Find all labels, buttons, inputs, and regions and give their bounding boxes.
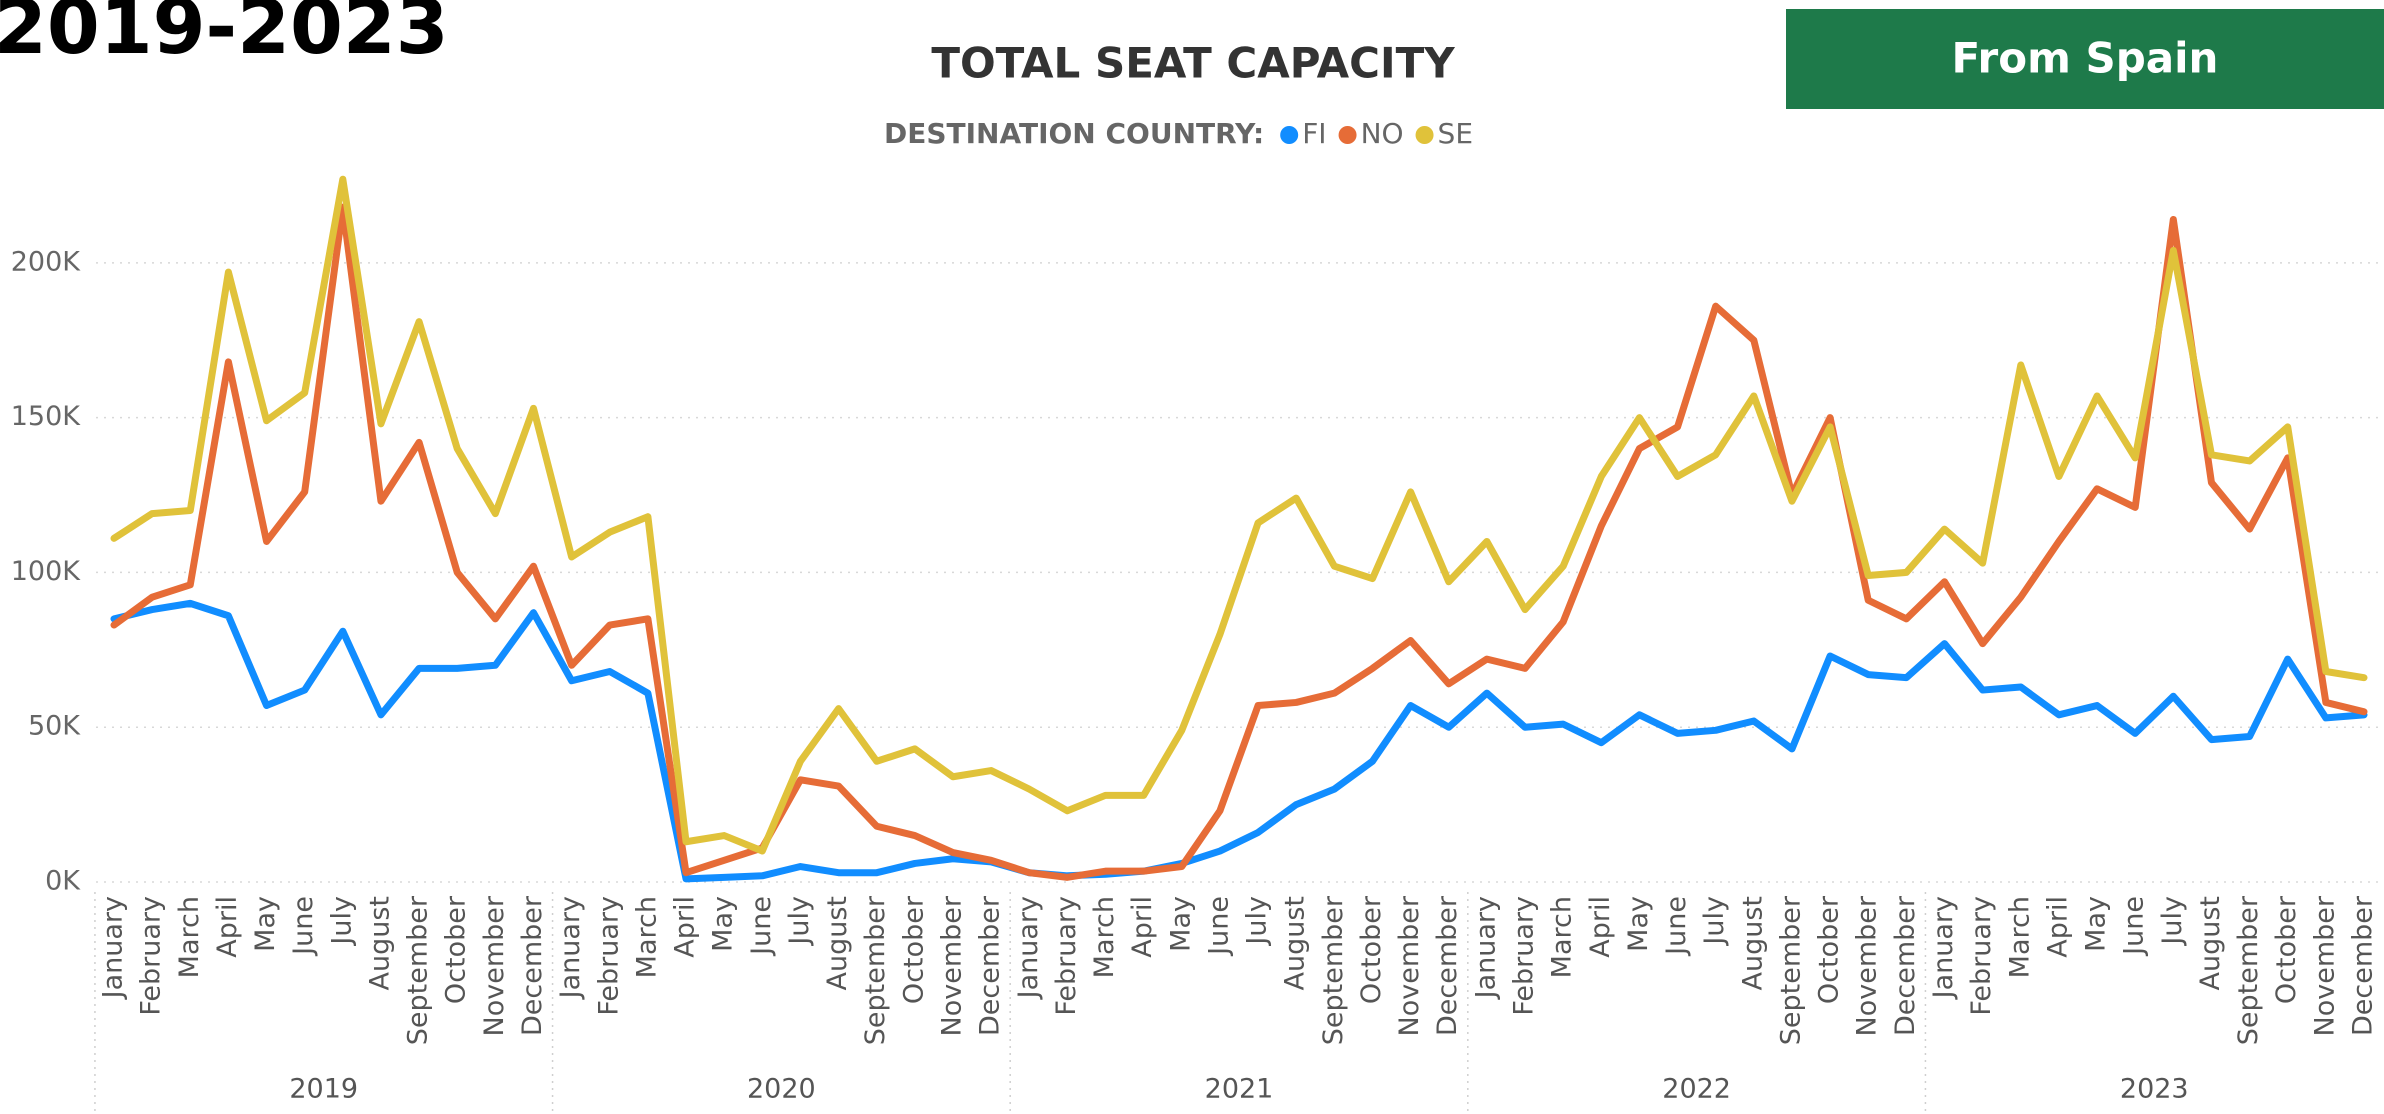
year-label: 2021 — [1205, 1074, 1274, 1105]
x-tick-label: May — [250, 896, 281, 952]
x-tick-label: April — [212, 896, 243, 958]
x-tick-label: November — [479, 895, 510, 1036]
x-tick-label: February — [136, 896, 167, 1016]
x-tick-label: July — [1699, 896, 1730, 947]
heading: 2019-2023 — [0, 0, 449, 71]
x-tick-label: April — [1585, 896, 1616, 958]
y-tick-label: 50K — [28, 711, 81, 742]
x-tick-label: June — [288, 896, 319, 957]
x-tick-label: February — [593, 896, 624, 1016]
x-tick-label: May — [708, 896, 739, 952]
x-tick-label: October — [2271, 895, 2302, 1004]
button-bg[interactable] — [1786, 9, 2384, 109]
x-tick-label: January — [555, 896, 586, 1000]
series-line — [110, 175, 2368, 855]
year-label: 2019 — [289, 1074, 358, 1105]
x-tick-label: October — [441, 895, 472, 1004]
y-tick-label: 100K — [11, 556, 82, 587]
x-tick-label: July — [2157, 896, 2188, 947]
y-tick-label: 150K — [11, 401, 82, 432]
legend-label: NO — [1361, 117, 1404, 150]
x-tick-label: July — [326, 896, 357, 947]
x-tick-label: January — [1470, 896, 1501, 1000]
x-tick-label: August — [1280, 896, 1311, 991]
x-tick-label: October — [1814, 895, 1845, 1004]
series-line — [110, 599, 2368, 883]
x-tick-label: November — [936, 895, 967, 1036]
y-tick-label: 200K — [11, 246, 82, 277]
legend-swatch — [1280, 126, 1299, 144]
chart-title: TOTAL SEAT CAPACITY — [931, 39, 1455, 88]
x-tick-label: June — [1203, 896, 1234, 957]
x-tick-label: September — [403, 895, 434, 1045]
y-tick-label: 0K — [45, 866, 81, 897]
x-tick-label: March — [631, 896, 662, 978]
x-tick-label: July — [1242, 896, 1273, 947]
x-tick-label: August — [2195, 896, 2226, 991]
x-tick-label: September — [860, 895, 891, 1045]
x-tick-label: May — [1623, 896, 1654, 952]
x-tick-label: May — [2081, 896, 2112, 952]
x-tick-label: March — [174, 896, 205, 978]
x-tick-label: March — [1547, 896, 1578, 978]
x-tick-label: August — [1737, 896, 1768, 991]
button[interactable]: From Spain — [1952, 34, 2219, 83]
x-tick-label: July — [784, 896, 815, 947]
x-tick-label: March — [2004, 896, 2035, 978]
legend-title: DESTINATION COUNTRY: — [884, 117, 1264, 150]
legend-swatch — [1415, 126, 1434, 144]
x-tick-label: September — [1318, 895, 1349, 1045]
x-tick-label: April — [1127, 896, 1158, 958]
x-tick-label: January — [1928, 896, 1959, 1000]
x-tick-label: December — [1890, 895, 1921, 1036]
x-tick-label: December — [2348, 895, 2379, 1036]
x-tick-label: May — [1165, 896, 1196, 952]
year-label: 2023 — [2120, 1074, 2189, 1105]
x-tick-label: January — [1013, 896, 1044, 1000]
legend-label: FI — [1302, 117, 1326, 150]
x-tick-label: February — [1966, 896, 1997, 1016]
x-tick-label: September — [1775, 895, 1806, 1045]
x-tick-label: April — [670, 896, 701, 958]
x-tick-label: February — [1509, 896, 1540, 1016]
x-tick-label: December — [517, 895, 548, 1036]
x-tick-label: March — [1089, 896, 1120, 978]
x-tick-label: June — [746, 896, 777, 957]
x-tick-label: November — [1852, 895, 1883, 1036]
x-tick-label: October — [1356, 895, 1387, 1004]
x-tick-label: October — [898, 895, 929, 1004]
x-tick-label: January — [98, 896, 129, 1000]
x-tick-label: August — [364, 896, 395, 991]
legend-label: SE — [1438, 117, 1473, 150]
x-tick-label: June — [2119, 896, 2150, 957]
x-tick-label: August — [822, 896, 853, 991]
x-tick-label: November — [2309, 895, 2340, 1036]
x-tick-label: February — [1051, 896, 1082, 1016]
x-tick-label: December — [1432, 895, 1463, 1036]
x-tick-label: June — [1661, 896, 1692, 957]
x-tick-label: September — [2233, 895, 2264, 1045]
x-tick-label: April — [2042, 896, 2073, 958]
x-tick-label: December — [975, 895, 1006, 1036]
series-line — [110, 203, 2368, 881]
legend-swatch — [1338, 126, 1357, 144]
year-label: 2020 — [747, 1074, 816, 1105]
x-tick-label: November — [1394, 895, 1425, 1036]
year-label: 2022 — [1662, 1074, 1731, 1105]
